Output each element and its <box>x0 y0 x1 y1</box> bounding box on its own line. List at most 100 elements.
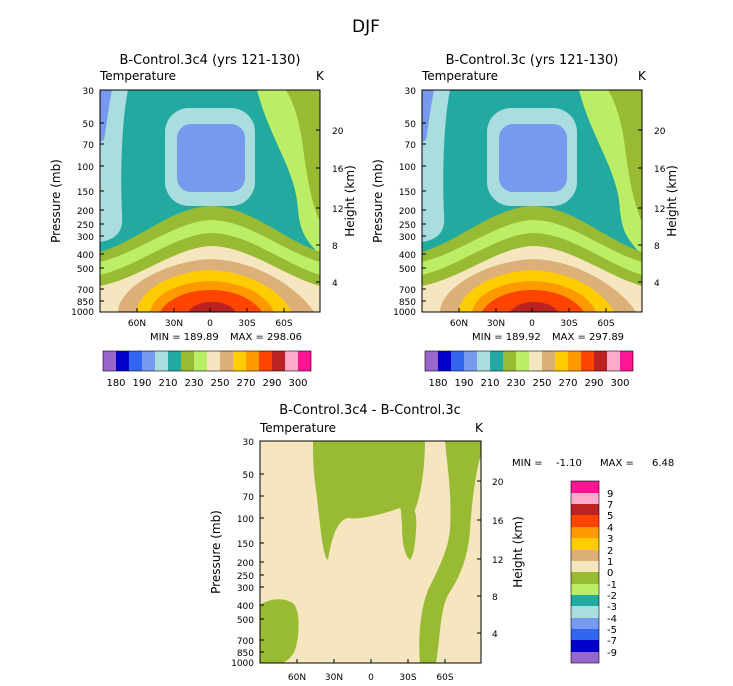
legend-frame <box>424 350 634 372</box>
legend-swatch <box>259 351 272 371</box>
lat-tick-label: 60S <box>436 673 453 683</box>
lat-tick-label: 60N <box>450 319 468 329</box>
legend-label: -2 <box>607 591 617 602</box>
legend-swatch <box>207 351 220 371</box>
legend-label: -3 <box>607 602 617 613</box>
ptick-label: 500 <box>77 265 94 275</box>
ptick-label: 30 <box>243 438 255 448</box>
contour-band-230-right <box>608 90 642 222</box>
panel-diff-min-label: MIN = <box>512 458 543 469</box>
legend-label: 230 <box>184 378 203 389</box>
panel-diff-variable: Temperature <box>259 421 336 435</box>
ptick-label: 500 <box>399 265 416 275</box>
lat-tick-label: 0 <box>368 673 374 683</box>
panel-left-ylabel-right: Height (km) <box>343 165 357 236</box>
ptick-label: 250 <box>399 221 416 231</box>
htick-label: 4 <box>332 279 338 289</box>
legend-label: -5 <box>607 625 617 636</box>
htick-label: 8 <box>492 593 498 603</box>
ptick-label: 700 <box>399 286 416 296</box>
legend-label: 300 <box>610 378 629 389</box>
ptick-label: 500 <box>237 616 254 626</box>
lat-tick-label: 30N <box>165 319 183 329</box>
legend-label: -1 <box>607 580 617 591</box>
legend-swatch <box>298 351 311 371</box>
legend-label: 3 <box>607 534 613 545</box>
panel-left: B-Control.3c4 (yrs 121-130) Temperature … <box>49 53 357 343</box>
legend-swatch <box>285 351 298 371</box>
contour-band-210-left <box>422 90 450 242</box>
legend-swatch <box>464 351 477 371</box>
panel-diff-min-value: -1.10 <box>556 458 582 469</box>
legend-swatch <box>233 351 246 371</box>
panel-left-contours <box>100 90 320 312</box>
legend-swatch <box>220 351 233 371</box>
htick-label: 8 <box>332 242 338 252</box>
ptick-label: 300 <box>399 233 416 243</box>
legend-swatch <box>571 515 599 527</box>
legend-swatch <box>571 527 599 538</box>
legend-swatch <box>272 351 285 371</box>
legend-swatch <box>571 640 599 652</box>
legend-swatch <box>581 351 594 371</box>
panel-right-pressure-ticks: 30 50 70 100 150 200 250 300 400 500 700… <box>393 87 426 318</box>
legend-swatch <box>571 606 599 618</box>
legend-swatch <box>571 493 599 504</box>
legend-label: -4 <box>607 614 617 625</box>
ptick-label: 250 <box>237 572 254 582</box>
ptick-label: 400 <box>237 602 254 612</box>
lat-tick-label: 0 <box>529 319 535 329</box>
panel-right-ylabel-right: Height (km) <box>665 165 679 236</box>
lat-tick-label: 30S <box>560 319 577 329</box>
legend-label: -7 <box>607 636 617 647</box>
lat-tick-label: 30N <box>325 673 343 683</box>
htick-label: 8 <box>654 242 660 252</box>
legend-diff: 9 7 5 4 3 2 1 0 -1 -2 -3 -4 -5 -7 -9 <box>570 480 617 664</box>
panel-diff-lat-ticks: 60N 30N 0 30S 60S <box>288 659 454 683</box>
legend-swatch <box>620 351 633 371</box>
legend-label: 210 <box>480 378 499 389</box>
legend-label: 4 <box>607 523 613 534</box>
legend-swatch <box>477 351 490 371</box>
htick-label: 4 <box>654 279 660 289</box>
legend-label: 180 <box>428 378 447 389</box>
lat-tick-label: 30N <box>487 319 505 329</box>
panel-left-pressure-ticks: 30 50 70 100 150 200 250 300 400 500 700… <box>71 87 104 318</box>
panel-diff-ylabel: Pressure (mb) <box>209 510 223 594</box>
panel-left-lat-ticks: 60N 30N 0 30S 60S <box>128 308 293 329</box>
legend-label: 2 <box>607 546 613 557</box>
legend-label: 210 <box>158 378 177 389</box>
diff-band-neg-top <box>313 441 425 560</box>
legend-swatch <box>571 595 599 606</box>
ptick-label: 150 <box>237 540 254 550</box>
legend-swatch <box>516 351 529 371</box>
panel-right-units: K <box>638 69 647 83</box>
panel-right-variable: Temperature <box>421 69 498 83</box>
panel-diff: B-Control.3c4 - B-Control.3c Temperature… <box>209 403 674 683</box>
ptick-label: 50 <box>83 120 95 130</box>
ptick-label: 200 <box>399 207 416 217</box>
lat-tick-label: 60S <box>275 319 292 329</box>
panel-right-height-ticks: 20 16 12 8 4 <box>638 127 666 289</box>
legend-label: 5 <box>607 511 613 522</box>
legend-label: 270 <box>236 378 255 389</box>
htick-label: 16 <box>332 165 344 175</box>
ptick-label: 850 <box>77 298 94 308</box>
htick-label: 12 <box>492 556 503 566</box>
ptick-label: 200 <box>237 559 254 569</box>
panel-right-ylabel: Pressure (mb) <box>371 159 385 243</box>
legend-swatch <box>246 351 259 371</box>
panel-diff-max-label: MAX = <box>600 458 634 469</box>
ptick-label: 700 <box>237 637 254 647</box>
legend-label: 0 <box>607 568 613 579</box>
panel-left-ylabel: Pressure (mb) <box>49 159 63 243</box>
legend-label: 290 <box>262 378 281 389</box>
ptick-label: 150 <box>77 188 94 198</box>
legend-label: 300 <box>288 378 307 389</box>
panel-right-lat-ticks: 60N 30N 0 30S 60S <box>450 308 615 329</box>
legend-swatch <box>438 351 451 371</box>
legend-label: 1 <box>607 557 613 568</box>
legend-swatch <box>155 351 168 371</box>
panel-right-title: B-Control.3c (yrs 121-130) <box>446 53 619 68</box>
